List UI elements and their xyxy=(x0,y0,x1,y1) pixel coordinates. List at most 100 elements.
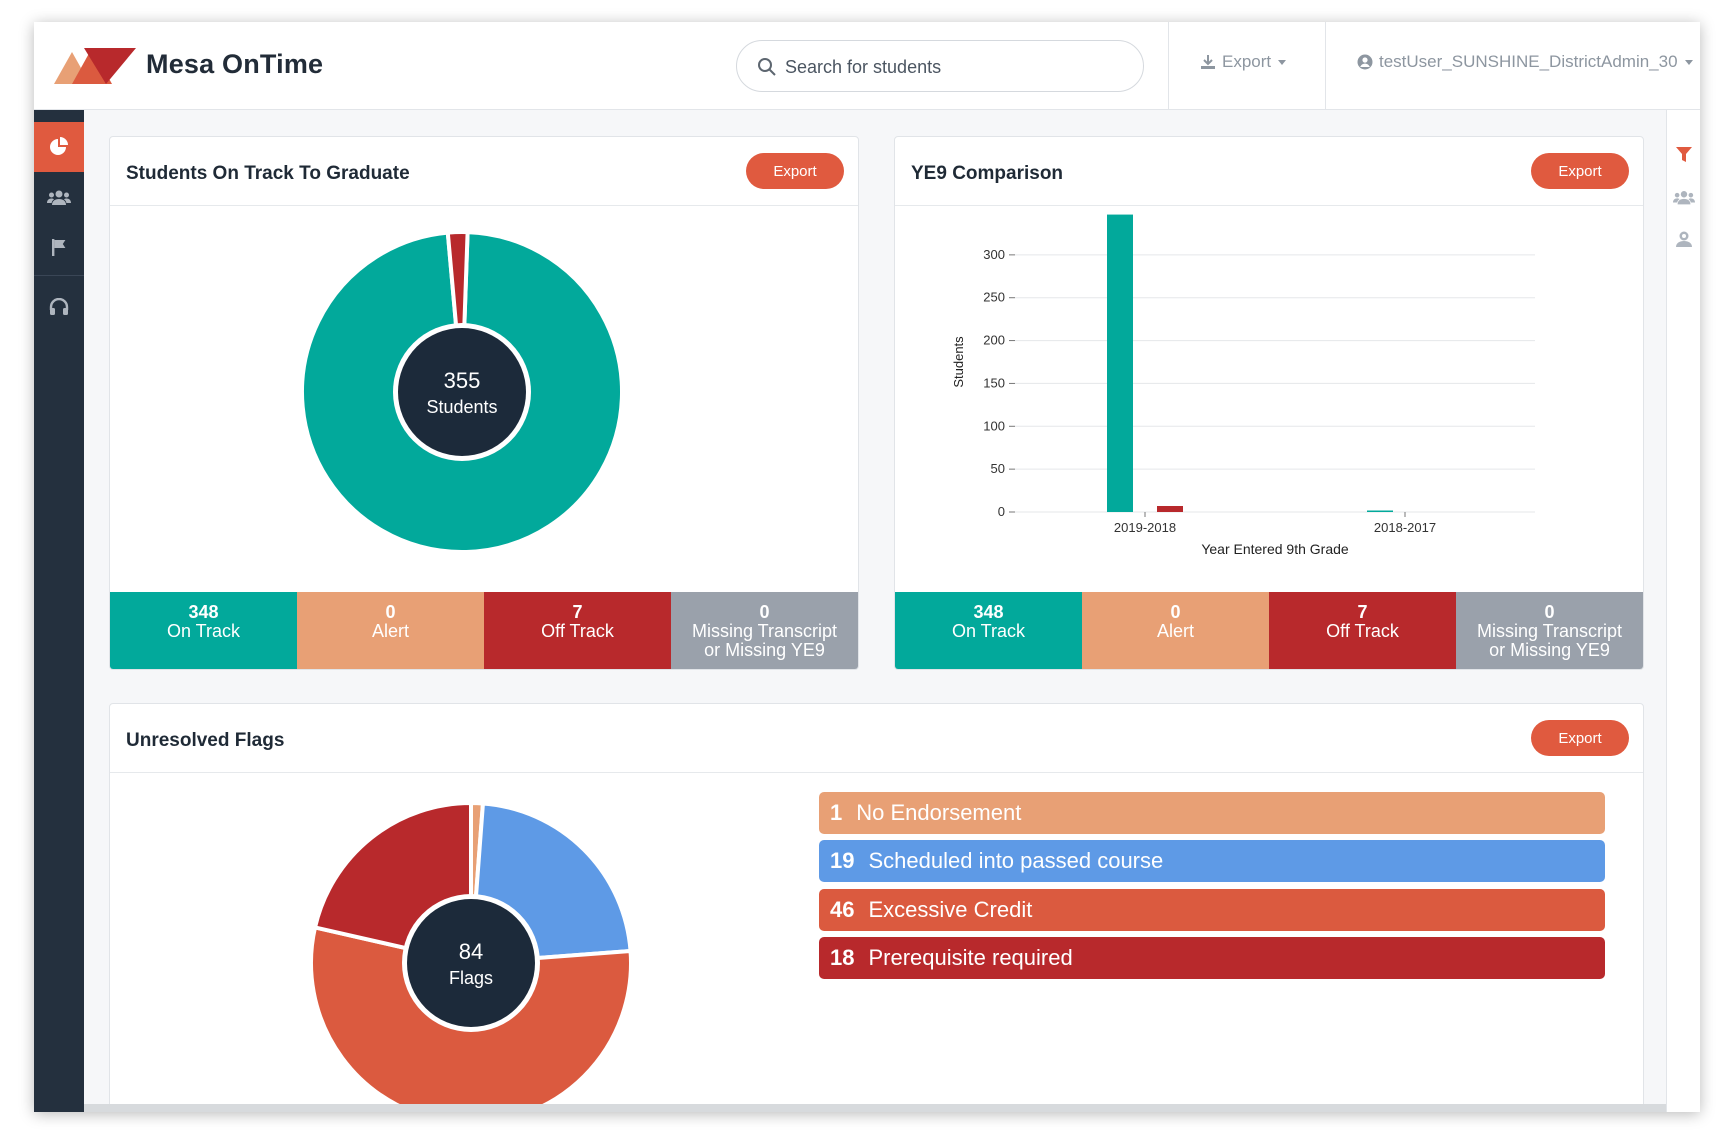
stat-value: 0 xyxy=(759,602,770,622)
y-tick-label: 150 xyxy=(983,375,1005,390)
stat-label: Alert xyxy=(1156,621,1194,641)
flag-label: Prerequisite required xyxy=(868,945,1073,970)
y-tick-label: 50 xyxy=(991,461,1005,476)
y-tick-label: 250 xyxy=(983,290,1005,305)
search-icon xyxy=(758,58,776,76)
y-tick-label: 300 xyxy=(983,247,1005,262)
stat-value: 348 xyxy=(188,602,219,622)
stat-label: Missing Transcript xyxy=(1476,621,1623,641)
pie-center-label: Students xyxy=(426,397,497,417)
flag-excessive-credit[interactable]: 46 Excessive Credit xyxy=(819,889,1605,931)
chevron-down-icon xyxy=(1684,60,1693,65)
stat-label-line2: or Missing YE9 xyxy=(1489,640,1610,660)
flags-pie-chart: 84 Flags xyxy=(309,800,633,1112)
bar-on-track[interactable] xyxy=(1367,510,1393,513)
y-tick-label: 100 xyxy=(983,418,1005,433)
stat-missing[interactable]: 0 Missing Transcript or Missing YE9 xyxy=(671,592,858,669)
user-menu-button[interactable]: testUser_SUNSHINE_DistrictAdmin_30 xyxy=(1357,52,1694,72)
stat-value: 348 xyxy=(973,602,1004,622)
right-toolbar xyxy=(1666,110,1700,1112)
stat-alert[interactable]: 0 Alert xyxy=(1082,592,1269,669)
y-tick-label: 200 xyxy=(983,333,1005,348)
flags-card: Unresolved Flags Export 84 Flags 1 No End… xyxy=(109,703,1644,1112)
export-button[interactable]: Export xyxy=(1531,720,1629,756)
stat-value: 7 xyxy=(1357,602,1368,622)
flag-icon xyxy=(52,239,66,256)
card-divider xyxy=(895,205,1643,206)
users-icon xyxy=(47,190,71,205)
sidebar-item-support[interactable] xyxy=(34,282,84,332)
stat-label: Off Track xyxy=(1326,621,1399,641)
y-tick-label: 0 xyxy=(998,504,1005,519)
pie-center xyxy=(407,899,535,1027)
filter-icon[interactable] xyxy=(1675,146,1693,164)
card-title: Unresolved Flags xyxy=(126,730,285,751)
stat-label: Alert xyxy=(371,621,409,641)
download-icon xyxy=(1201,55,1215,69)
flag-count: 46 xyxy=(830,897,855,922)
flag-prerequisite-required[interactable]: 18 Prerequisite required xyxy=(819,937,1605,979)
on-track-card: Students On Track To Graduate Export 355… xyxy=(109,136,859,670)
stat-label: On Track xyxy=(951,621,1026,641)
app-window: Mesa OnTime Search for students Export xyxy=(34,22,1700,1112)
stat-label-line2: or Missing YE9 xyxy=(704,640,825,660)
sidebar-item-dashboard[interactable] xyxy=(34,122,84,172)
search-placeholder: Search for students xyxy=(785,57,942,77)
flag-label: Scheduled into passed course xyxy=(868,848,1164,873)
x-tick-label: 2018-2017 xyxy=(1374,520,1436,535)
card-divider xyxy=(110,772,1643,773)
flag-no-endorsement[interactable]: 1 No Endorsement xyxy=(819,792,1605,834)
card-title: YE9 Comparison xyxy=(911,163,1064,184)
flag-count: 18 xyxy=(830,945,855,970)
user-settings-icon[interactable] xyxy=(1675,230,1693,248)
export-button[interactable]: Export xyxy=(1531,153,1629,189)
ye9-bar-chart: 0 50 100 150 200 250 300 2019-2018 2018-2017 Year… xyxy=(951,214,1535,557)
header-divider xyxy=(1168,22,1169,110)
flag-scheduled-passed-course[interactable]: 19 Scheduled into passed course xyxy=(819,840,1605,882)
sidebar-item-students[interactable] xyxy=(34,172,84,222)
headphones-icon xyxy=(49,298,69,315)
stat-label: On Track xyxy=(166,621,241,641)
header-export-button[interactable]: Export xyxy=(1200,52,1287,72)
stat-on-track[interactable]: 348 On Track xyxy=(110,592,297,669)
x-tick-label: 2019-2018 xyxy=(1114,520,1176,535)
chevron-down-icon xyxy=(1278,60,1287,65)
stat-label: Missing Transcript xyxy=(691,621,838,641)
user-icon xyxy=(1357,54,1373,70)
ye9-stats: 348 On Track 0 Alert 7 Off Track 0 Missi… xyxy=(895,592,1643,669)
flag-label: No Endorsement xyxy=(856,800,1022,825)
card-divider xyxy=(110,205,858,206)
stat-alert[interactable]: 0 Alert xyxy=(297,592,484,669)
on-track-pie-chart: 355 Students xyxy=(300,230,624,554)
stat-on-track[interactable]: 348 On Track xyxy=(895,592,1082,669)
stat-value: 7 xyxy=(572,602,583,622)
flag-label: Excessive Credit xyxy=(868,897,1033,922)
horizontal-scrollbar[interactable] xyxy=(84,1104,1666,1112)
mesa-logo-icon[interactable] xyxy=(54,48,136,84)
header-divider xyxy=(1325,22,1326,110)
top-bar: Mesa OnTime Search for students Export xyxy=(34,22,1700,110)
stat-label: Off Track xyxy=(541,621,614,641)
sidebar-item-flags[interactable] xyxy=(34,222,84,272)
bar-off-track[interactable] xyxy=(1157,506,1183,512)
flag-count: 19 xyxy=(830,848,855,873)
stat-value: 0 xyxy=(1544,602,1555,622)
users-icon[interactable] xyxy=(1673,188,1695,206)
export-button[interactable]: Export xyxy=(746,153,844,189)
stat-missing[interactable]: 0 Missing Transcript or Missing YE9 xyxy=(1456,592,1643,669)
bar-on-track[interactable] xyxy=(1107,214,1133,513)
app-name: Mesa OnTime xyxy=(146,49,324,79)
flag-count: 1 xyxy=(830,800,843,825)
pie-center-value: 355 xyxy=(444,368,481,393)
stat-value: 0 xyxy=(385,602,396,622)
stat-off-track[interactable]: 7 Off Track xyxy=(1269,592,1456,669)
header-export-label: Export xyxy=(1222,52,1272,71)
card-title: Students On Track To Graduate xyxy=(126,163,410,184)
stat-off-track[interactable]: 7 Off Track xyxy=(484,592,671,669)
pie-chart-icon xyxy=(50,137,68,155)
x-axis-label: Year Entered 9th Grade xyxy=(1201,541,1349,557)
search-input[interactable]: Search for students xyxy=(736,40,1144,92)
on-track-stats: 348 On Track 0 Alert 7 Off Track 0 Missi… xyxy=(110,592,858,669)
pie-center-value: 84 xyxy=(459,939,483,964)
pie-center-label: Flags xyxy=(449,968,493,988)
